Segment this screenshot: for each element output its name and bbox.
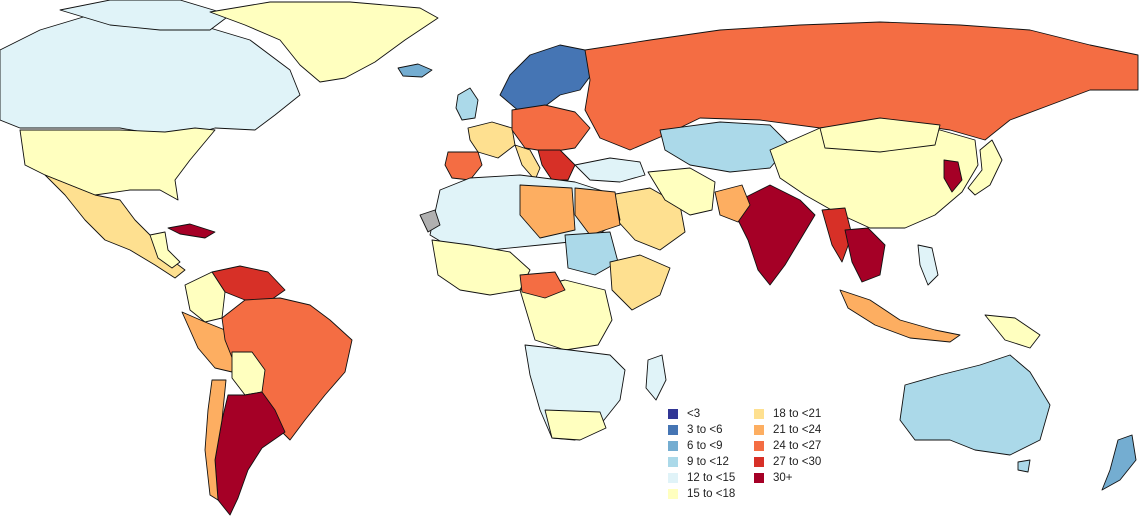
legend-swatch bbox=[668, 441, 678, 451]
region-libya bbox=[519, 184, 576, 239]
region-japan bbox=[967, 139, 1003, 196]
region-scandinavia bbox=[499, 44, 596, 113]
region-greenland bbox=[209, 1, 439, 83]
region-iran bbox=[647, 167, 716, 216]
legend-label: 12 to <15 bbox=[687, 472, 736, 484]
region-kazakhstan bbox=[659, 121, 791, 173]
region-turkey bbox=[574, 157, 646, 183]
legend-label: 18 to <21 bbox=[773, 408, 822, 420]
region-myanmar bbox=[821, 207, 853, 263]
legend-item: 3 to <6 bbox=[668, 422, 735, 438]
region-central-europe bbox=[511, 104, 591, 153]
region-madagascar bbox=[645, 354, 667, 401]
legend-label: 9 to <12 bbox=[687, 456, 729, 468]
region-iberia bbox=[444, 151, 483, 181]
legend-swatch bbox=[668, 489, 678, 499]
region-south-africa bbox=[544, 409, 607, 441]
legend-label: 6 to <9 bbox=[687, 440, 723, 452]
region-venezuela bbox=[211, 265, 286, 303]
legend: <3 3 to <6 6 to <9 9 to <12 12 to <15 18… bbox=[668, 406, 848, 486]
region-iceland bbox=[397, 63, 433, 78]
region-australia bbox=[899, 354, 1051, 456]
region-usa bbox=[19, 127, 216, 201]
region-mexico bbox=[44, 174, 186, 279]
region-chile bbox=[204, 379, 227, 501]
legend-label: 24 to <27 bbox=[773, 440, 822, 452]
region-russia bbox=[584, 21, 1139, 151]
legend-label: 21 to <24 bbox=[773, 424, 822, 436]
legend-label: 27 to <30 bbox=[773, 456, 822, 468]
legend-item: 15 to <18 bbox=[668, 486, 735, 502]
region-france bbox=[467, 121, 516, 159]
region-pakistan bbox=[714, 184, 751, 223]
region-balkans bbox=[537, 149, 576, 181]
region-korea bbox=[943, 159, 963, 193]
legend-swatch bbox=[668, 409, 678, 419]
region-arctic-islands bbox=[59, 0, 231, 31]
legend-item: 24 to <27 bbox=[754, 438, 821, 454]
legend-label: 3 to <6 bbox=[687, 424, 723, 436]
legend-item: 18 to <21 bbox=[754, 406, 821, 422]
region-nigeria bbox=[519, 271, 566, 299]
legend-swatch bbox=[668, 457, 678, 467]
legend-column-left: <3 3 to <6 6 to <9 9 to <12 12 to <15 bbox=[668, 406, 735, 486]
region-philippines bbox=[917, 244, 939, 286]
region-mongolia bbox=[819, 117, 941, 153]
legend-item: 12 to <15 bbox=[668, 470, 735, 486]
legend-swatch bbox=[668, 473, 678, 483]
legend-swatch bbox=[754, 441, 764, 451]
region-western-sahara bbox=[419, 209, 441, 233]
region-tasmania bbox=[1017, 459, 1031, 473]
legend-swatch bbox=[754, 457, 764, 467]
region-indonesia bbox=[839, 289, 961, 343]
region-egypt bbox=[574, 187, 621, 236]
region-argentina bbox=[214, 391, 286, 516]
legend-item: <3 bbox=[668, 406, 735, 422]
region-central-america bbox=[149, 231, 181, 269]
legend-label: 30+ bbox=[773, 472, 793, 484]
legend-swatch bbox=[754, 409, 764, 419]
legend-item: 9 to <12 bbox=[668, 454, 735, 470]
legend-item: 6 to <9 bbox=[668, 438, 735, 454]
legend-item: 21 to <24 bbox=[754, 422, 821, 438]
region-horn-of-africa bbox=[609, 254, 671, 311]
region-cuba bbox=[167, 223, 216, 239]
legend-swatch bbox=[668, 425, 678, 435]
legend-label: 15 to <18 bbox=[687, 488, 736, 500]
legend-label: <3 bbox=[687, 408, 701, 420]
region-thailand bbox=[844, 227, 886, 283]
region-png bbox=[984, 314, 1041, 349]
region-india bbox=[737, 184, 816, 286]
region-uk bbox=[455, 87, 479, 121]
region-new-zealand bbox=[1101, 434, 1137, 491]
legend-column-right: 18 to <21 21 to <24 24 to <27 27 to <30 … bbox=[754, 406, 821, 486]
region-sudan bbox=[564, 231, 619, 276]
region-west-africa bbox=[431, 239, 531, 296]
region-italy bbox=[514, 144, 541, 181]
legend-swatch bbox=[754, 425, 764, 435]
legend-item: 27 to <30 bbox=[754, 454, 821, 470]
legend-swatch bbox=[754, 473, 764, 483]
legend-item: 30+ bbox=[754, 470, 821, 486]
